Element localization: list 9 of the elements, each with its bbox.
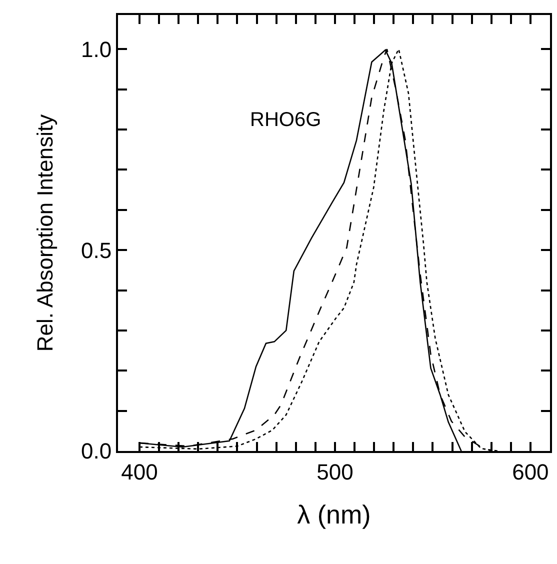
x-tick-label: 500 [316, 459, 354, 484]
x-tick-label: 600 [512, 459, 549, 484]
y-axis-title: Rel. Absorption Intensity [32, 114, 58, 352]
y-tick-label: 0.5 [81, 238, 112, 263]
annotation: RHO6G [250, 109, 322, 131]
y-tick-label: 0.0 [81, 438, 112, 464]
x-axis-title: λ (nm) [297, 500, 371, 530]
x-tick-label: 400 [121, 459, 158, 484]
y-tick-label: 1.0 [81, 36, 112, 62]
